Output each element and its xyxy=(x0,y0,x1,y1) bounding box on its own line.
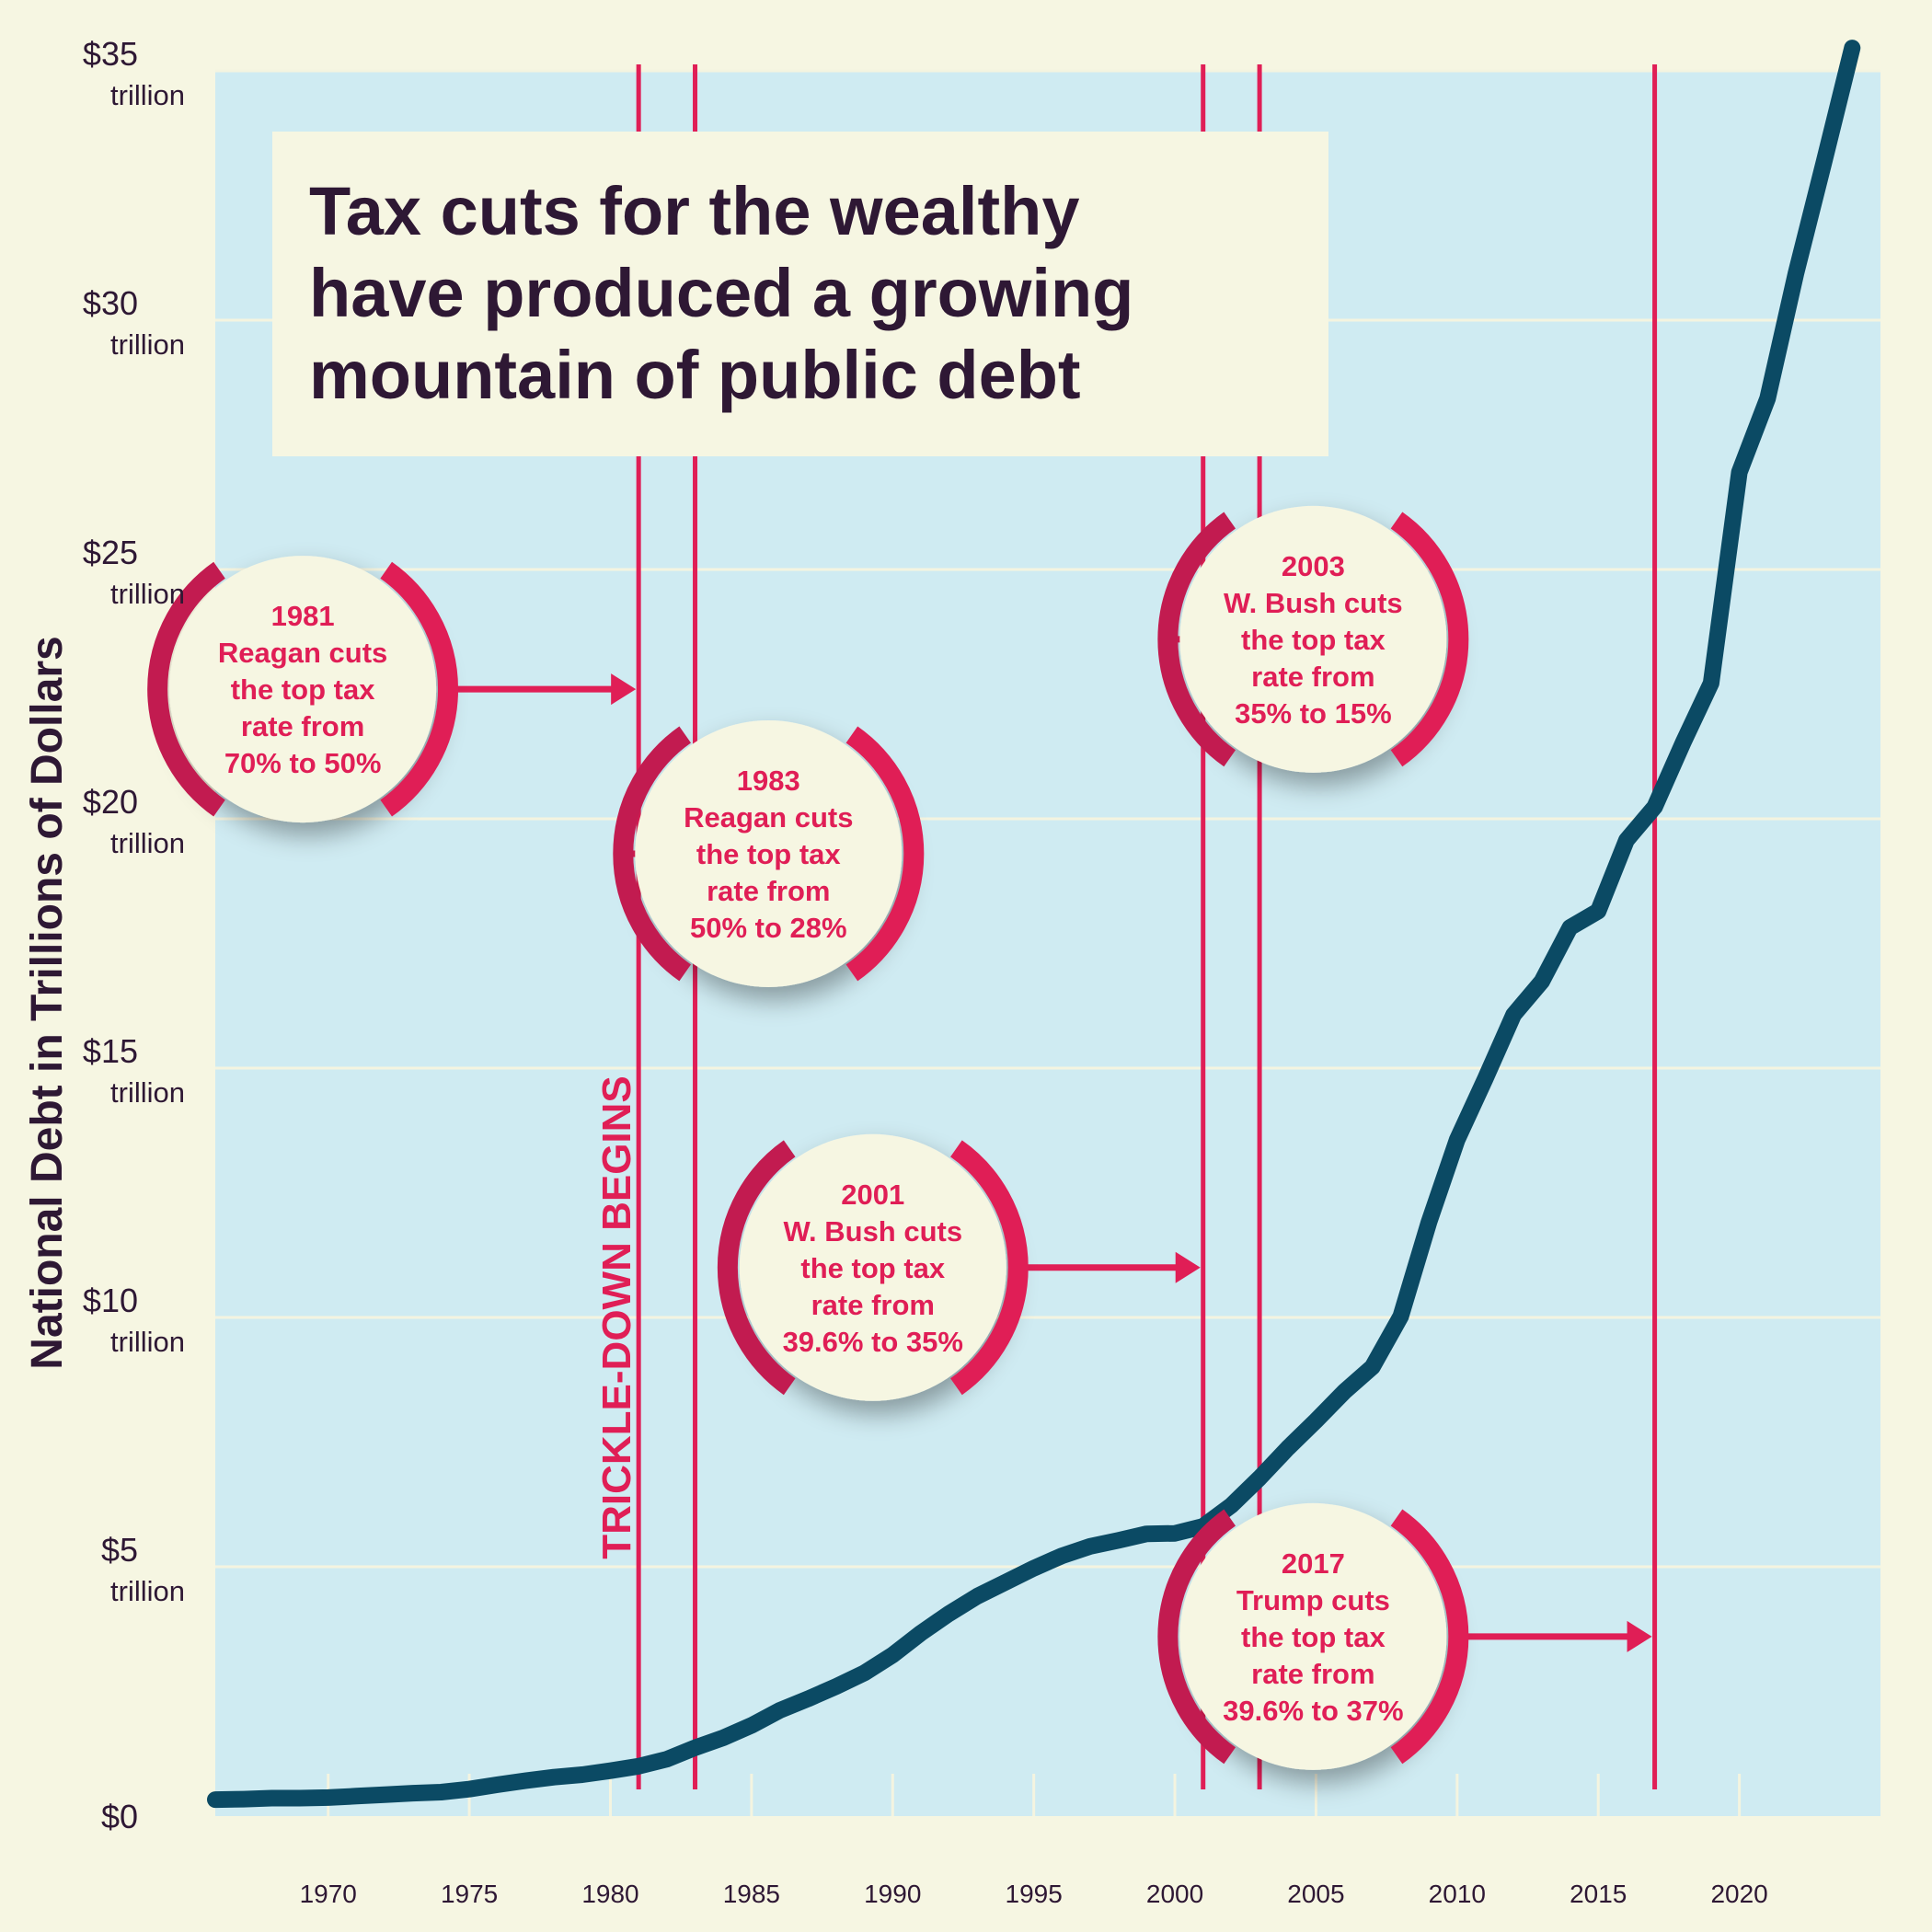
annotation-text-line: 70% to 50% xyxy=(224,747,382,779)
annotation-circle xyxy=(635,719,903,987)
annotation-text-line: 50% to 28% xyxy=(690,912,847,944)
annotation-bracket-left xyxy=(613,726,692,982)
annotation-text-line: the top tax xyxy=(696,838,841,870)
y-tick-unit: trillion xyxy=(110,1575,185,1607)
x-axis-ticks: 1970 1975 1980 1985 1990 1995 2000 2005 2010 2015… xyxy=(300,1880,1768,1908)
annotation-text-line: the top tax xyxy=(1241,1621,1386,1653)
annotation-text-line: Reagan cuts xyxy=(684,801,853,834)
annotation-text-line: 35% to 15% xyxy=(1235,697,1392,730)
x-tick-label: 2020 xyxy=(1710,1880,1767,1908)
y-tick-unit: trillion xyxy=(110,578,185,610)
y-tick-unit: trillion xyxy=(110,328,185,361)
annotation-bubble: 2017 Trump cuts the top tax rate from 39.6% … xyxy=(1157,1502,1652,1770)
y-axis-label: National Debt in Trillions of Dollars xyxy=(23,636,72,1369)
annotation-text-line: rate from xyxy=(811,1289,935,1321)
annotation-text-line: 1983 xyxy=(737,765,800,797)
annotation-text-line: the top tax xyxy=(800,1252,945,1284)
x-tick-label: 1995 xyxy=(1006,1880,1063,1908)
chart-title: Tax cuts for the wealthy have produced a … xyxy=(309,173,1133,413)
y-axis-ticks: $0 $5 trillion $10 trillion $15 trillion $20 tri… xyxy=(83,35,185,1835)
y-tick-label: $35 xyxy=(83,35,138,73)
y-tick-label: $25 xyxy=(83,534,138,571)
annotation-text-line: W. Bush cuts xyxy=(1224,587,1403,619)
annotation-text-line: 2017 xyxy=(1282,1547,1345,1580)
annotation-text-line: the top tax xyxy=(1241,624,1386,656)
y-tick-unit: trillion xyxy=(110,79,185,111)
annotation-bubble: 1983 Reagan cuts the top tax rate from 50% t… xyxy=(613,719,925,987)
y-tick-label: $30 xyxy=(83,284,138,322)
annotation-bubble: 1981 Reagan cuts the top tax rate from 70% t… xyxy=(147,556,637,823)
y-tick-label: $20 xyxy=(83,783,138,821)
annotation-circle xyxy=(739,1133,1006,1401)
annotation-circle xyxy=(1179,505,1447,773)
y-tick-label: $10 xyxy=(83,1282,138,1319)
annotation-bracket-right xyxy=(845,726,925,982)
title-line: Tax cuts for the wealthy xyxy=(309,173,1080,249)
x-tick-label: 1985 xyxy=(723,1880,780,1908)
annotation-text-line: rate from xyxy=(707,875,830,907)
annotation-text-line: rate from xyxy=(1251,1658,1374,1690)
annotation-bracket-right xyxy=(950,1140,1029,1396)
x-tick-label: 2005 xyxy=(1287,1880,1344,1908)
y-tick-label: $5 xyxy=(101,1531,138,1569)
y-tick-unit: trillion xyxy=(110,827,185,859)
y-tick-label: $0 xyxy=(101,1798,138,1835)
annotation-bracket-left xyxy=(717,1140,796,1396)
title-box: Tax cuts for the wealthy have produced a … xyxy=(272,132,1328,456)
annotation-text-line: Trump cuts xyxy=(1236,1584,1390,1616)
annotation-text-line: 1981 xyxy=(271,600,335,632)
annotation-bracket-right xyxy=(380,561,458,817)
x-tick-label: 1970 xyxy=(300,1880,357,1908)
annotation-text-line: Reagan cuts xyxy=(218,637,387,669)
debt-series xyxy=(207,40,1861,1809)
annotation-text-line: 39.6% to 37% xyxy=(1223,1695,1403,1727)
title-line: mountain of public debt xyxy=(309,337,1081,413)
debt-line xyxy=(207,40,1861,1809)
annotation-bracket-left xyxy=(1157,512,1236,767)
annotation-bubble: 2001 W. Bush cuts the top tax rate from 39.6… xyxy=(717,1133,1201,1401)
y-tick-unit: trillion xyxy=(110,1326,185,1358)
x-tick-label: 1990 xyxy=(864,1880,921,1908)
annotation-circle xyxy=(169,556,437,823)
x-tick-label: 1975 xyxy=(441,1880,498,1908)
annotation-bracket-left xyxy=(1157,1509,1236,1765)
annotation-bracket-left xyxy=(147,561,225,817)
annotation-arrow-head xyxy=(1627,1620,1652,1652)
title-line: have produced a growing xyxy=(309,255,1133,331)
annotation-text-line: 39.6% to 35% xyxy=(783,1326,963,1358)
annotation-text-line: 2001 xyxy=(841,1179,904,1211)
annotation-arrow-head xyxy=(1175,1251,1201,1283)
x-tick-label: 1980 xyxy=(581,1880,638,1908)
x-tick-label: 2015 xyxy=(1570,1880,1627,1908)
annotation-text-line: the top tax xyxy=(231,673,375,706)
x-tick-label: 2010 xyxy=(1429,1880,1486,1908)
title-background xyxy=(272,132,1328,456)
annotation-circle xyxy=(1179,1502,1447,1770)
x-tick-label: 2000 xyxy=(1146,1880,1203,1908)
y-tick-label: $15 xyxy=(83,1032,138,1070)
trickle-down-label: TRICKLE-DOWN BEGINS xyxy=(594,1075,639,1559)
y-tick-unit: trillion xyxy=(110,1076,185,1109)
annotation-bracket-right xyxy=(1390,1509,1469,1765)
annotation-text-line: 2003 xyxy=(1282,550,1345,582)
annotation-bubble: 2003 W. Bush cuts the top tax rate from 35% … xyxy=(1157,505,1469,773)
annotation-arrow-head xyxy=(611,673,637,706)
annotation-text-line: rate from xyxy=(241,710,364,742)
annotation-text-line: rate from xyxy=(1251,661,1374,693)
annotation-text-line: W. Bush cuts xyxy=(783,1215,962,1248)
annotation-bracket-right xyxy=(1390,512,1469,767)
annotations: 1981 Reagan cuts the top tax rate from 70% t… xyxy=(147,505,1652,1770)
